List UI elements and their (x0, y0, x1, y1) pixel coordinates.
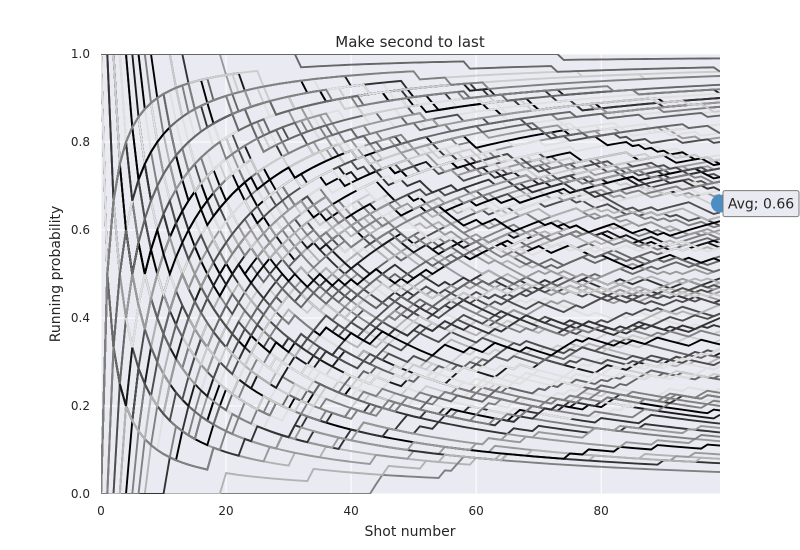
x-axis: 0 20 40 60 80 (97, 504, 609, 518)
x-tick-label: 20 (218, 504, 233, 518)
y-tick-label: 1.0 (71, 47, 90, 61)
series-line (101, 54, 720, 73)
average-annotation: Avg; 0.66 (711, 190, 800, 218)
x-tick-label: 80 (594, 504, 609, 518)
series-line (101, 164, 720, 494)
series-line (101, 285, 720, 494)
x-tick-label: 0 (97, 504, 105, 518)
series-line (101, 70, 720, 494)
series-line (101, 244, 720, 494)
series-line (101, 54, 720, 222)
y-axis: 0.0 0.2 0.4 0.6 0.8 1.0 (71, 47, 90, 501)
y-axis-title: Running probability (48, 206, 64, 343)
average-label: Avg; 0.66 (728, 197, 794, 213)
average-label-box (722, 190, 800, 218)
x-tick-label: 40 (343, 504, 358, 518)
y-tick-label: 0.0 (71, 487, 90, 501)
series-line (101, 54, 720, 137)
series-line (101, 110, 720, 494)
series-line (101, 387, 720, 494)
y-tick-label: 0.6 (71, 223, 90, 237)
y-tick-label: 0.8 (71, 135, 90, 149)
series-line (101, 339, 720, 494)
series-line (101, 54, 720, 338)
series-line (101, 54, 720, 299)
series-lines (101, 54, 720, 494)
series-line (101, 449, 720, 494)
series-line (101, 273, 720, 494)
y-tick-label: 0.2 (71, 399, 90, 413)
series-line (101, 389, 720, 494)
series-line (101, 54, 720, 387)
series-line (101, 455, 720, 494)
y-tick-label: 0.4 (71, 311, 90, 325)
chart-title: Make second to last (335, 33, 485, 51)
series-line (101, 54, 720, 61)
series-line (101, 54, 720, 366)
x-tick-label: 60 (469, 504, 484, 518)
series-line (101, 54, 720, 368)
x-axis-title: Shot number (365, 524, 456, 540)
